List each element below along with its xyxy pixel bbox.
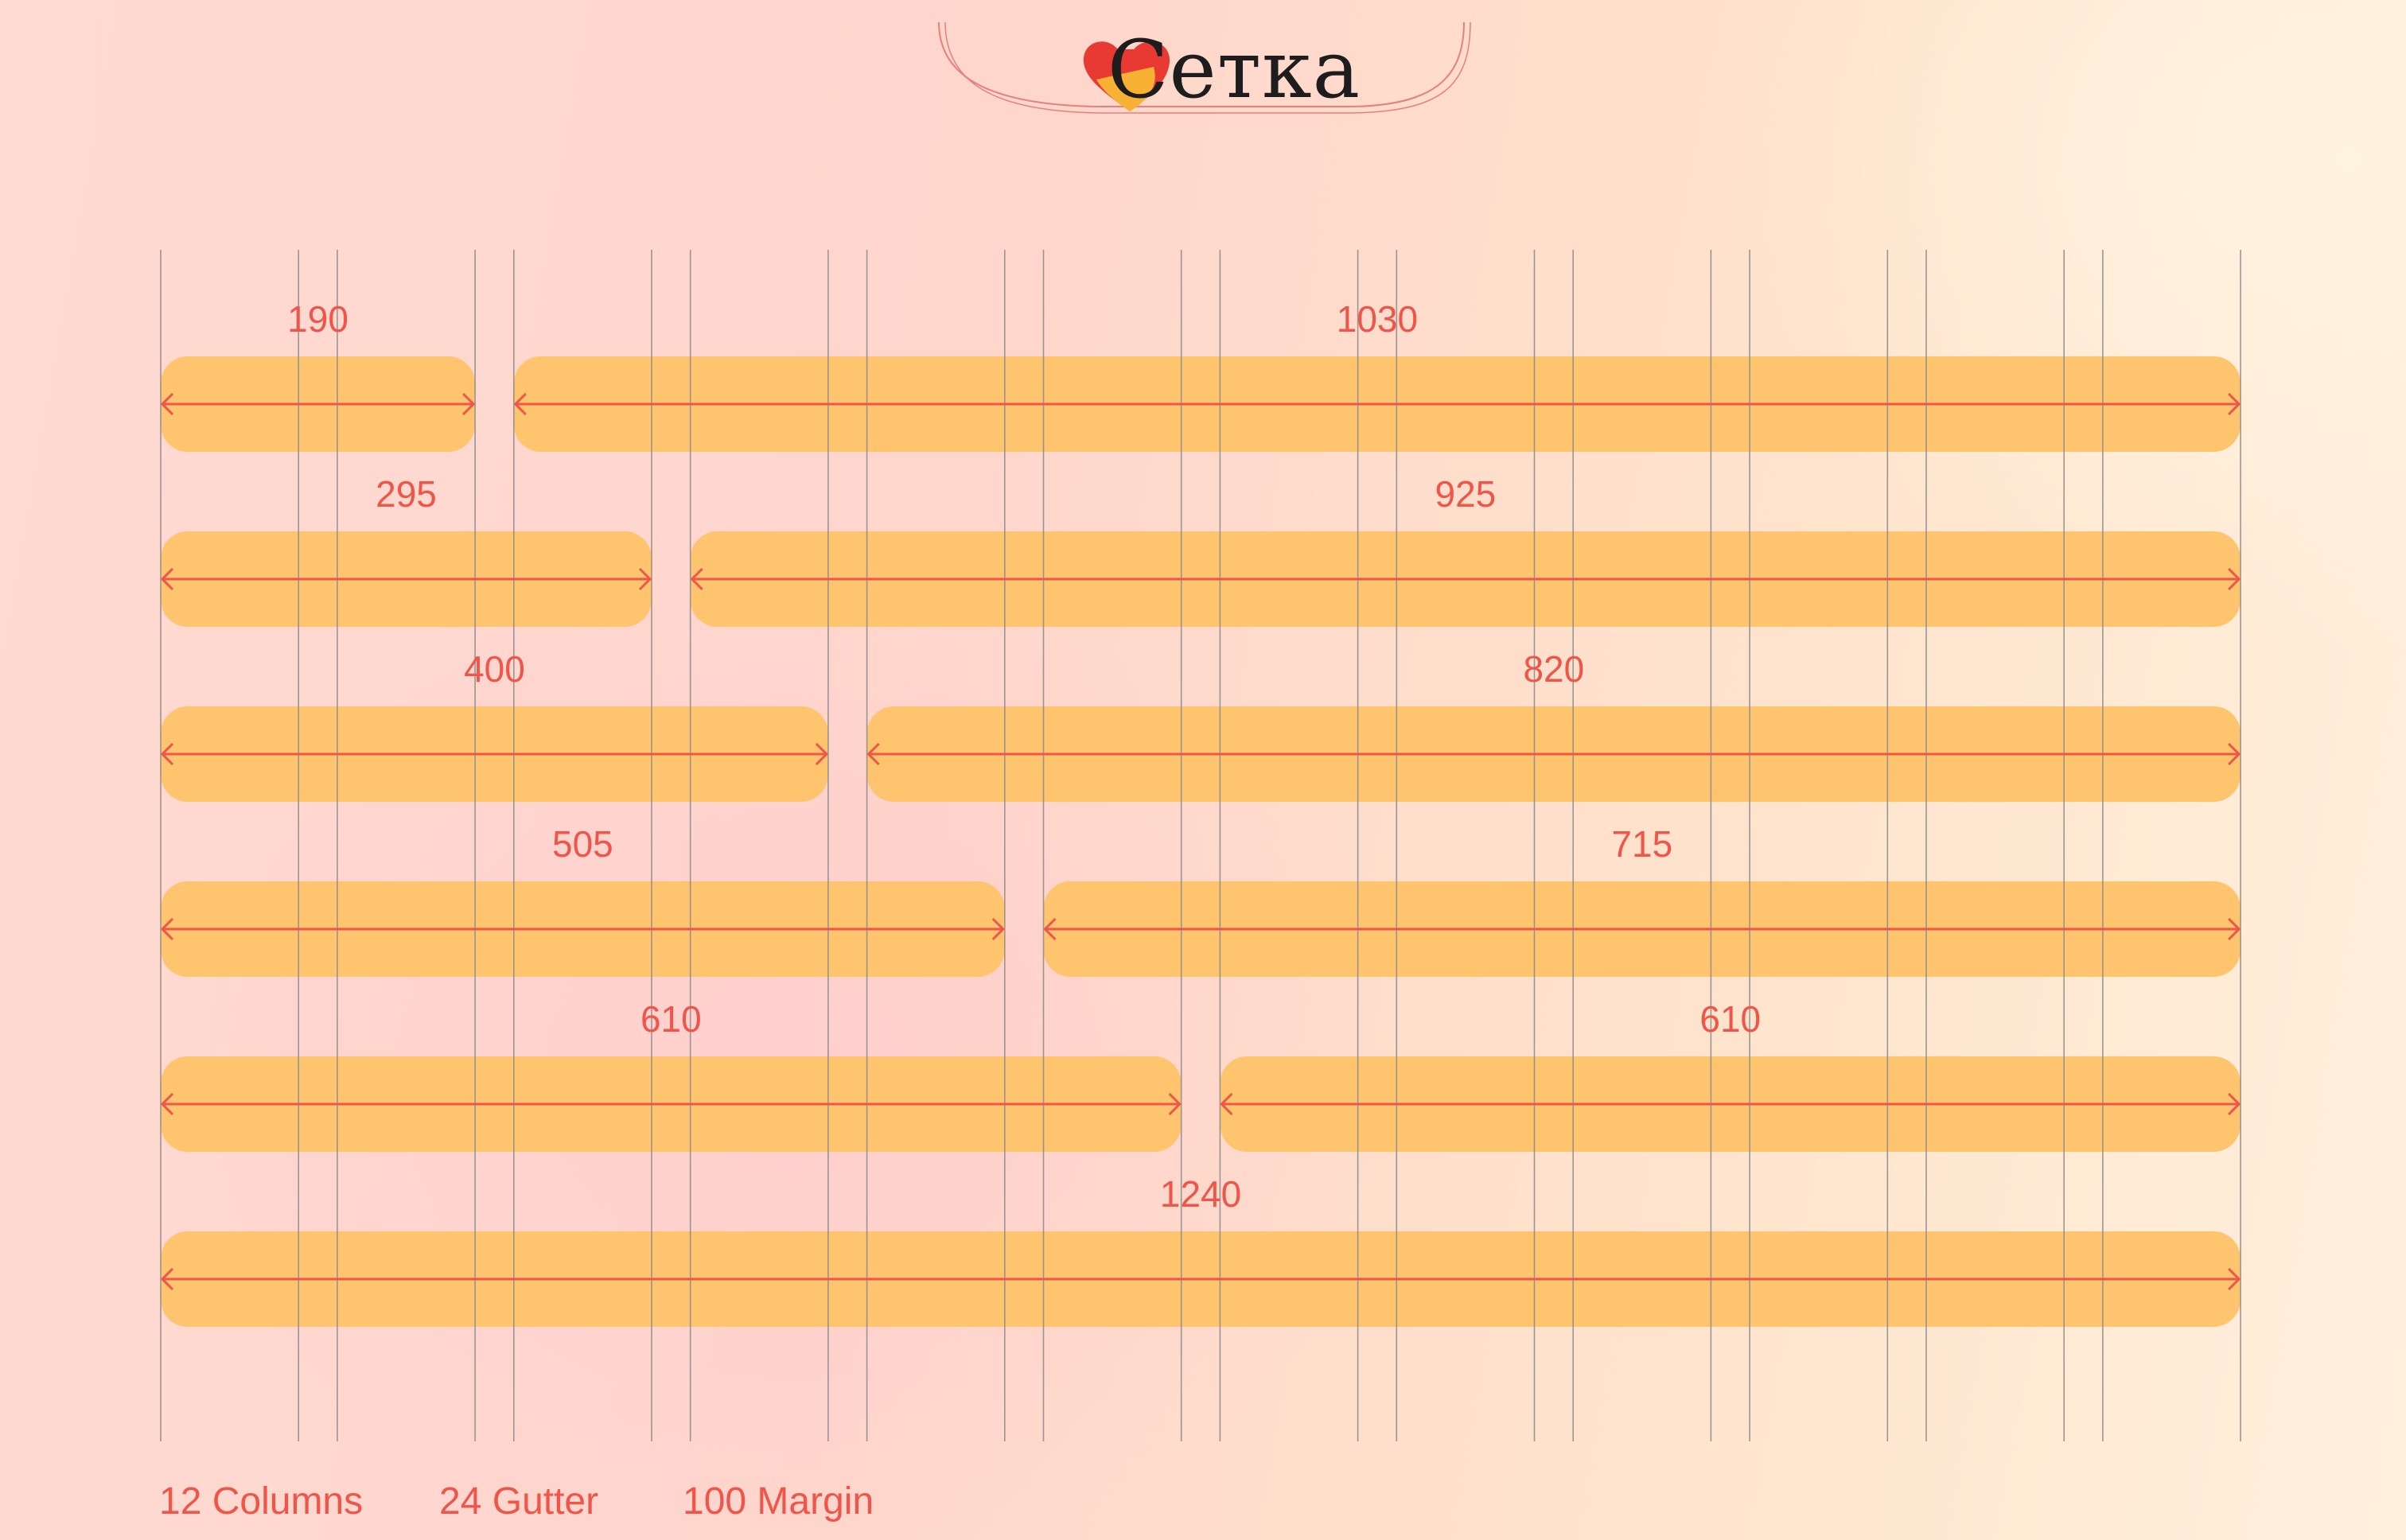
- arrow-right-icon: [2228, 917, 2241, 941]
- margin-label: 100 Margin: [683, 1480, 874, 1522]
- gutter-label: 24 Gutter: [439, 1480, 599, 1522]
- logo-ornament: [938, 21, 1471, 114]
- grid-lines-layer: [160, 250, 2241, 1441]
- arrow-left-icon: [160, 567, 174, 591]
- header: Сетка: [915, 0, 1488, 135]
- arrow-left-icon: [160, 917, 174, 941]
- span-width-label: 610: [1699, 998, 1761, 1040]
- span-width-label: 820: [1523, 648, 1584, 690]
- arrow-left-icon: [513, 392, 527, 416]
- span-width-label: 925: [1435, 473, 1497, 515]
- arrow-left-icon: [160, 1092, 174, 1116]
- arrow-left-icon: [160, 1267, 174, 1291]
- arrow-right-icon: [991, 917, 1005, 941]
- arrow-right-icon: [1168, 1092, 1182, 1116]
- arrow-right-icon: [2228, 567, 2241, 591]
- arrow-left-icon: [1220, 1092, 1233, 1116]
- arrow-right-icon: [638, 567, 652, 591]
- arrow-left-icon: [1043, 917, 1057, 941]
- arrow-left-icon: [690, 567, 703, 591]
- heart-icon: [1083, 41, 1170, 111]
- span-width-label: 1030: [1337, 298, 1418, 340]
- arrow-right-icon: [462, 392, 476, 416]
- span-width-label: 505: [552, 823, 613, 865]
- arrow-right-icon: [2228, 1267, 2241, 1291]
- labels-layer: 190 1030 295 925 400 820 505 715 610 610 1240: [287, 298, 1761, 1215]
- logo-text: Сетка: [1108, 23, 1361, 116]
- arrows-layer: [160, 392, 2241, 1291]
- span-width-label: 295: [376, 473, 437, 515]
- span-width-label: 190: [287, 298, 348, 340]
- columns-label: 12 Columns: [159, 1480, 364, 1522]
- arrow-right-icon: [2228, 742, 2241, 766]
- arrow-right-icon: [2228, 1092, 2241, 1116]
- span-width-label: 715: [1611, 823, 1672, 865]
- arrow-right-icon: [2228, 392, 2241, 416]
- span-width-label: 1240: [1160, 1173, 1241, 1215]
- arrow-left-icon: [160, 742, 174, 766]
- span-width-label: 610: [640, 998, 702, 1040]
- arrow-left-icon: [866, 742, 880, 766]
- arrow-left-icon: [160, 392, 174, 416]
- arrow-right-icon: [815, 742, 829, 766]
- span-width-label: 400: [464, 648, 525, 690]
